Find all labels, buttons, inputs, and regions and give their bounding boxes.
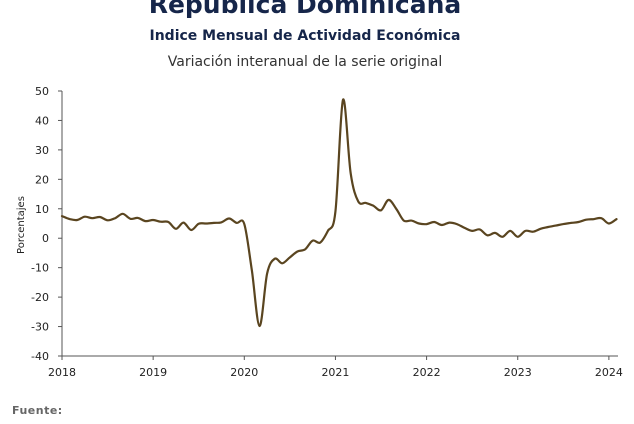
- chart-axes: [61, 91, 618, 357]
- x-tick-label: 2021: [321, 366, 349, 379]
- x-tick-label: 2020: [230, 366, 258, 379]
- y-axis-ticks: 50 40 30 20 10 0 -10 -20 -30 -40: [31, 85, 62, 363]
- x-axis-ticks: 2018 2019 2020 2021 2022 2023 2024: [48, 356, 623, 379]
- y-tick-label: -20: [31, 291, 49, 304]
- series-line: [60, 98, 618, 328]
- y-tick-label: 30: [35, 144, 49, 157]
- chart-title: República Dominicana: [148, 0, 462, 19]
- y-tick-label: -40: [31, 350, 49, 363]
- y-tick-label: 20: [35, 173, 49, 186]
- y-tick-label: 50: [35, 85, 49, 98]
- x-tick-label: 2022: [413, 366, 441, 379]
- y-tick-label: 0: [42, 232, 49, 245]
- chart-subtitle: Indice Mensual de Actividad Económica: [149, 28, 461, 44]
- x-tick-label: 2018: [48, 366, 76, 379]
- y-tick-label: -30: [31, 321, 49, 334]
- x-tick-label: 2024: [595, 366, 623, 379]
- x-tick-label: 2023: [504, 366, 532, 379]
- source-label: Fuente:: [12, 404, 63, 417]
- chart-caption: Variación interanual de la serie origina…: [167, 54, 443, 70]
- y-axis-label: Porcentajes: [16, 196, 27, 254]
- y-tick-label: -10: [31, 262, 49, 275]
- y-tick-label: 10: [35, 203, 49, 216]
- x-tick-label: 2019: [139, 366, 167, 379]
- y-tick-label: 40: [35, 114, 49, 127]
